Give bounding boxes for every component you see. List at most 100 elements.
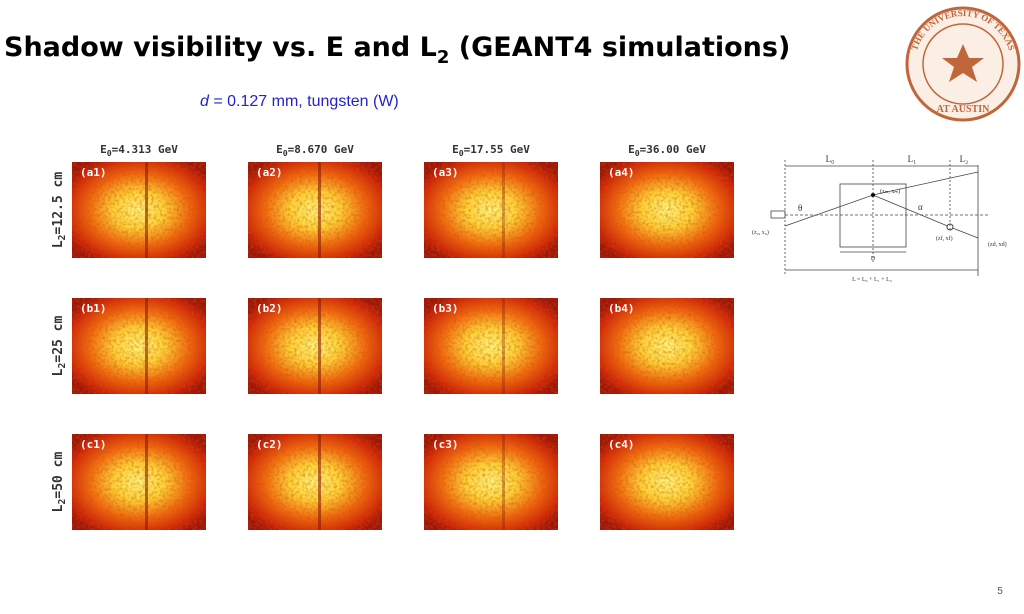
- panel-label: (b4): [608, 302, 635, 315]
- detector-label: (zd, xd): [988, 241, 1007, 248]
- heatmap-noise: [72, 162, 206, 258]
- heatmap-noise: [600, 162, 734, 258]
- panel-label: (b2): [256, 302, 283, 315]
- shadow-line: [502, 298, 505, 394]
- shadow-line: [318, 298, 321, 394]
- heatmap-panel: (b1): [72, 298, 206, 394]
- panel-label: (a1): [80, 166, 107, 179]
- shadow-line: [502, 434, 505, 530]
- d-label: D: [871, 256, 876, 262]
- panel-label: (c1): [80, 438, 107, 451]
- heatmap-panel: (b4): [600, 298, 734, 394]
- source-label: (z₀, x₀): [752, 229, 769, 236]
- heatmap-panel: (c4): [600, 434, 734, 530]
- column-header-sub: 0: [635, 148, 640, 158]
- heatmap-panel: (c2): [248, 434, 382, 530]
- column-header-symbol: E: [276, 143, 283, 156]
- shadow-line: [145, 298, 148, 394]
- column-header: E0=36.00 GeV: [628, 143, 706, 158]
- column-header-symbol: E: [100, 143, 107, 156]
- shadow-line: [502, 162, 505, 258]
- heatmap-noise: [424, 298, 558, 394]
- geometry-diagram: L₀ L₁ L₂ θ α (z₀, x₀) (zₘ, xₘ) (zf, xf) …: [752, 154, 1007, 283]
- panel-label: (a4): [608, 166, 635, 179]
- column-header-sub: 0: [283, 148, 288, 158]
- panel-label: (c3): [432, 438, 459, 451]
- heatmap-noise: [600, 298, 734, 394]
- l1-label: L₁: [908, 154, 917, 164]
- shadow-line: [318, 162, 321, 258]
- heatmap-panel: (c1): [72, 434, 206, 530]
- row-label-value: =12.5 cm: [51, 172, 66, 235]
- mid-label: (zₘ, xₘ): [880, 188, 900, 195]
- l2-label: L₂: [960, 154, 969, 164]
- theta-label: θ: [798, 203, 802, 213]
- source: [770, 210, 786, 219]
- row-label: L2=50 cm: [51, 451, 68, 512]
- column-header: E0=4.313 GeV: [100, 143, 178, 158]
- heatmap-noise: [424, 434, 558, 530]
- alpha-label: α: [918, 202, 923, 212]
- exit-label: (zf, xf): [936, 235, 953, 242]
- scatter-point: [871, 193, 875, 197]
- row-label: L2=25 cm: [51, 315, 68, 376]
- panel-grid: E0=4.313 GeV E0=8.670 GeV E0=17.55 GeV E0=3…: [51, 143, 734, 530]
- column-header-value: =17.55 GeV: [464, 143, 531, 156]
- logo-inner: [922, 23, 1004, 105]
- logo: THE UNIVERSITY OF TEXAS AT AUSTIN: [905, 6, 1021, 122]
- panel-label: (b1): [80, 302, 107, 315]
- column-header: E0=17.55 GeV: [452, 143, 530, 158]
- panel-label: (a2): [256, 166, 283, 179]
- heatmap-panel: (a4): [600, 162, 734, 258]
- row-label-sub: 2: [57, 234, 68, 240]
- logo-bottom: AT AUSTIN: [937, 104, 990, 115]
- heatmap-noise: [248, 434, 382, 530]
- column-header-symbol: E: [628, 143, 635, 156]
- column-header-value: =4.313 GeV: [112, 143, 179, 156]
- title-text: Shadow visibility vs. E and L: [4, 32, 437, 63]
- heatmap-panel: (a2): [248, 162, 382, 258]
- heatmap-noise: [72, 298, 206, 394]
- shadow-line: [318, 434, 321, 530]
- heatmap-panel: (a1): [72, 162, 206, 258]
- shadow-line: [145, 162, 148, 258]
- heatmap-panel: (c3): [424, 434, 558, 530]
- column-header-value: =36.00 GeV: [640, 143, 707, 156]
- subtitle-var: d: [200, 93, 210, 110]
- heatmap-noise: [424, 162, 558, 258]
- row-label-symbol: L: [51, 240, 66, 248]
- panel-label: (b3): [432, 302, 459, 315]
- panel-label: (a3): [432, 166, 459, 179]
- subtitle-text: = 0.127 mm, tungsten (W): [209, 93, 399, 110]
- column-header-value: =8.670 GeV: [288, 143, 355, 156]
- ray: [872, 171, 979, 196]
- panel-label: (c4): [608, 438, 635, 451]
- trajectory: [784, 194, 979, 239]
- heatmap-panel: (a3): [424, 162, 558, 258]
- heatmap-noise: [248, 298, 382, 394]
- l0-label: L₀: [826, 154, 835, 164]
- row-label-symbol: L: [51, 368, 66, 376]
- title: Shadow visibility vs. E and L2 (GEANT4 s…: [4, 32, 790, 68]
- row-label: L2=12.5 cm: [51, 172, 68, 248]
- column-header-symbol: E: [452, 143, 459, 156]
- panel-label: (c2): [256, 438, 283, 451]
- page-number: 5: [997, 586, 1003, 597]
- column-header-sub: 0: [107, 148, 112, 158]
- shadow-line: [145, 434, 148, 530]
- subtitle: d = 0.127 mm, tungsten (W): [200, 93, 399, 110]
- column-header: E0=8.670 GeV: [276, 143, 354, 158]
- title-sub: 2: [437, 47, 450, 68]
- heatmap-noise: [248, 162, 382, 258]
- row-label-sub: 2: [57, 363, 68, 369]
- row-label-value: =50 cm: [51, 451, 66, 498]
- logo-star: [942, 44, 984, 82]
- heatmap-noise: [600, 434, 734, 530]
- heatmap-panel: (b2): [248, 298, 382, 394]
- heatmap-noise: [72, 434, 206, 530]
- row-label-symbol: L: [51, 504, 66, 512]
- heatmap-panel: (b3): [424, 298, 558, 394]
- column-header-sub: 0: [459, 148, 464, 158]
- row-label-sub: 2: [57, 499, 68, 505]
